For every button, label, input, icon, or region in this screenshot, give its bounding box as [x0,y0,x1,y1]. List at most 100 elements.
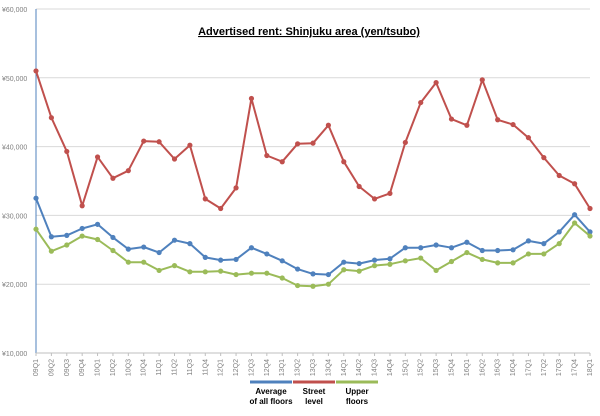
data-point [341,259,347,265]
data-point [310,140,316,146]
series-1 [33,68,593,212]
data-point [541,251,547,257]
legend-label: of all floors [249,397,293,406]
data-point [572,181,578,187]
data-point [479,247,485,254]
data-point [510,121,516,128]
x-tick-label: 15Q1 [402,359,409,376]
data-point [356,260,362,267]
data-point [171,156,178,162]
data-point [218,268,224,274]
data-point [325,281,331,287]
data-point [187,142,193,148]
data-point [310,271,316,277]
x-tick-label: 09Q1 [33,359,40,376]
x-tick-label: 11Q3 [187,359,194,376]
data-point [264,270,270,276]
x-tick-label: 10Q1 [95,359,102,376]
data-point [433,242,439,248]
x-tick-label: 17Q1 [525,359,532,376]
data-point [495,247,501,254]
data-point [233,256,239,263]
data-point [587,229,593,235]
data-point [48,234,54,240]
data-point [464,122,470,128]
chart-title: Advertised rent: Shinjuku area (yen/tsub… [198,26,420,38]
data-point [171,237,178,243]
data-point [510,247,516,253]
x-tick-label: 16Q3 [495,359,502,376]
x-tick-label: 10Q3 [125,359,132,376]
x-tick-label: 12Q3 [248,359,255,376]
data-point [572,212,578,218]
legend-label: level [305,397,323,406]
legend-label: Average [255,387,287,396]
x-tick-label: 17Q4 [572,359,579,376]
data-point [79,225,85,232]
x-tick-label: 12Q4 [264,359,271,376]
data-point [110,247,116,254]
data-point [33,226,39,232]
data-point [48,248,54,254]
x-tick-label: 16Q4 [510,359,517,376]
y-tick-label: ¥20,000 [2,282,27,289]
y-tick-label: ¥30,000 [2,213,27,220]
data-point [156,139,162,145]
data-point [464,249,470,256]
data-point [418,255,424,261]
data-point [141,244,147,250]
data-point [448,245,455,251]
data-point [248,95,255,102]
data-point [64,232,70,238]
data-point [310,283,316,289]
data-point [187,241,193,247]
data-point [572,220,578,226]
data-point [495,260,501,266]
data-point [433,267,439,274]
data-point [218,257,224,263]
x-tick-label: 09Q3 [64,359,71,376]
data-point [218,205,224,212]
data-point [556,172,562,179]
data-point [356,268,362,274]
gridlines [36,8,590,285]
data-point [187,269,193,275]
data-point [387,261,393,267]
data-point [479,77,485,83]
data-point [371,257,378,263]
data-point [587,205,593,212]
data-point [33,195,39,201]
data-point [325,271,331,278]
data-point [202,254,208,260]
x-tick-label: 16Q1 [464,359,471,376]
data-point [525,135,532,141]
data-point [248,245,255,251]
x-tick-label: 10Q2 [110,359,117,376]
data-point [464,239,470,245]
data-point [279,275,285,281]
data-point [64,242,70,248]
x-tick-label: 15Q3 [433,359,440,376]
data-point [94,221,101,227]
axes: ¥10,000 ¥20,000 ¥30,000 ¥40,000 ¥50,000 ¥60,0… [2,7,594,376]
data-point [525,251,532,257]
data-point [233,271,239,278]
data-point [510,260,516,266]
data-point [279,258,285,264]
data-point [125,168,131,174]
data-point [279,159,285,165]
data-point [587,233,593,239]
data-point [79,233,85,239]
data-point [295,141,301,147]
y-tick-label: ¥60,000 [2,7,27,14]
data-point [110,175,116,181]
data-point [402,258,408,264]
series-lines [33,68,593,289]
x-tick-label: 14Q2 [356,359,363,376]
x-tick-label: 11Q4 [202,359,209,376]
series-2 [33,220,593,289]
x-tick-label: 15Q2 [418,359,425,376]
x-tick-label: 13Q4 [325,359,332,376]
